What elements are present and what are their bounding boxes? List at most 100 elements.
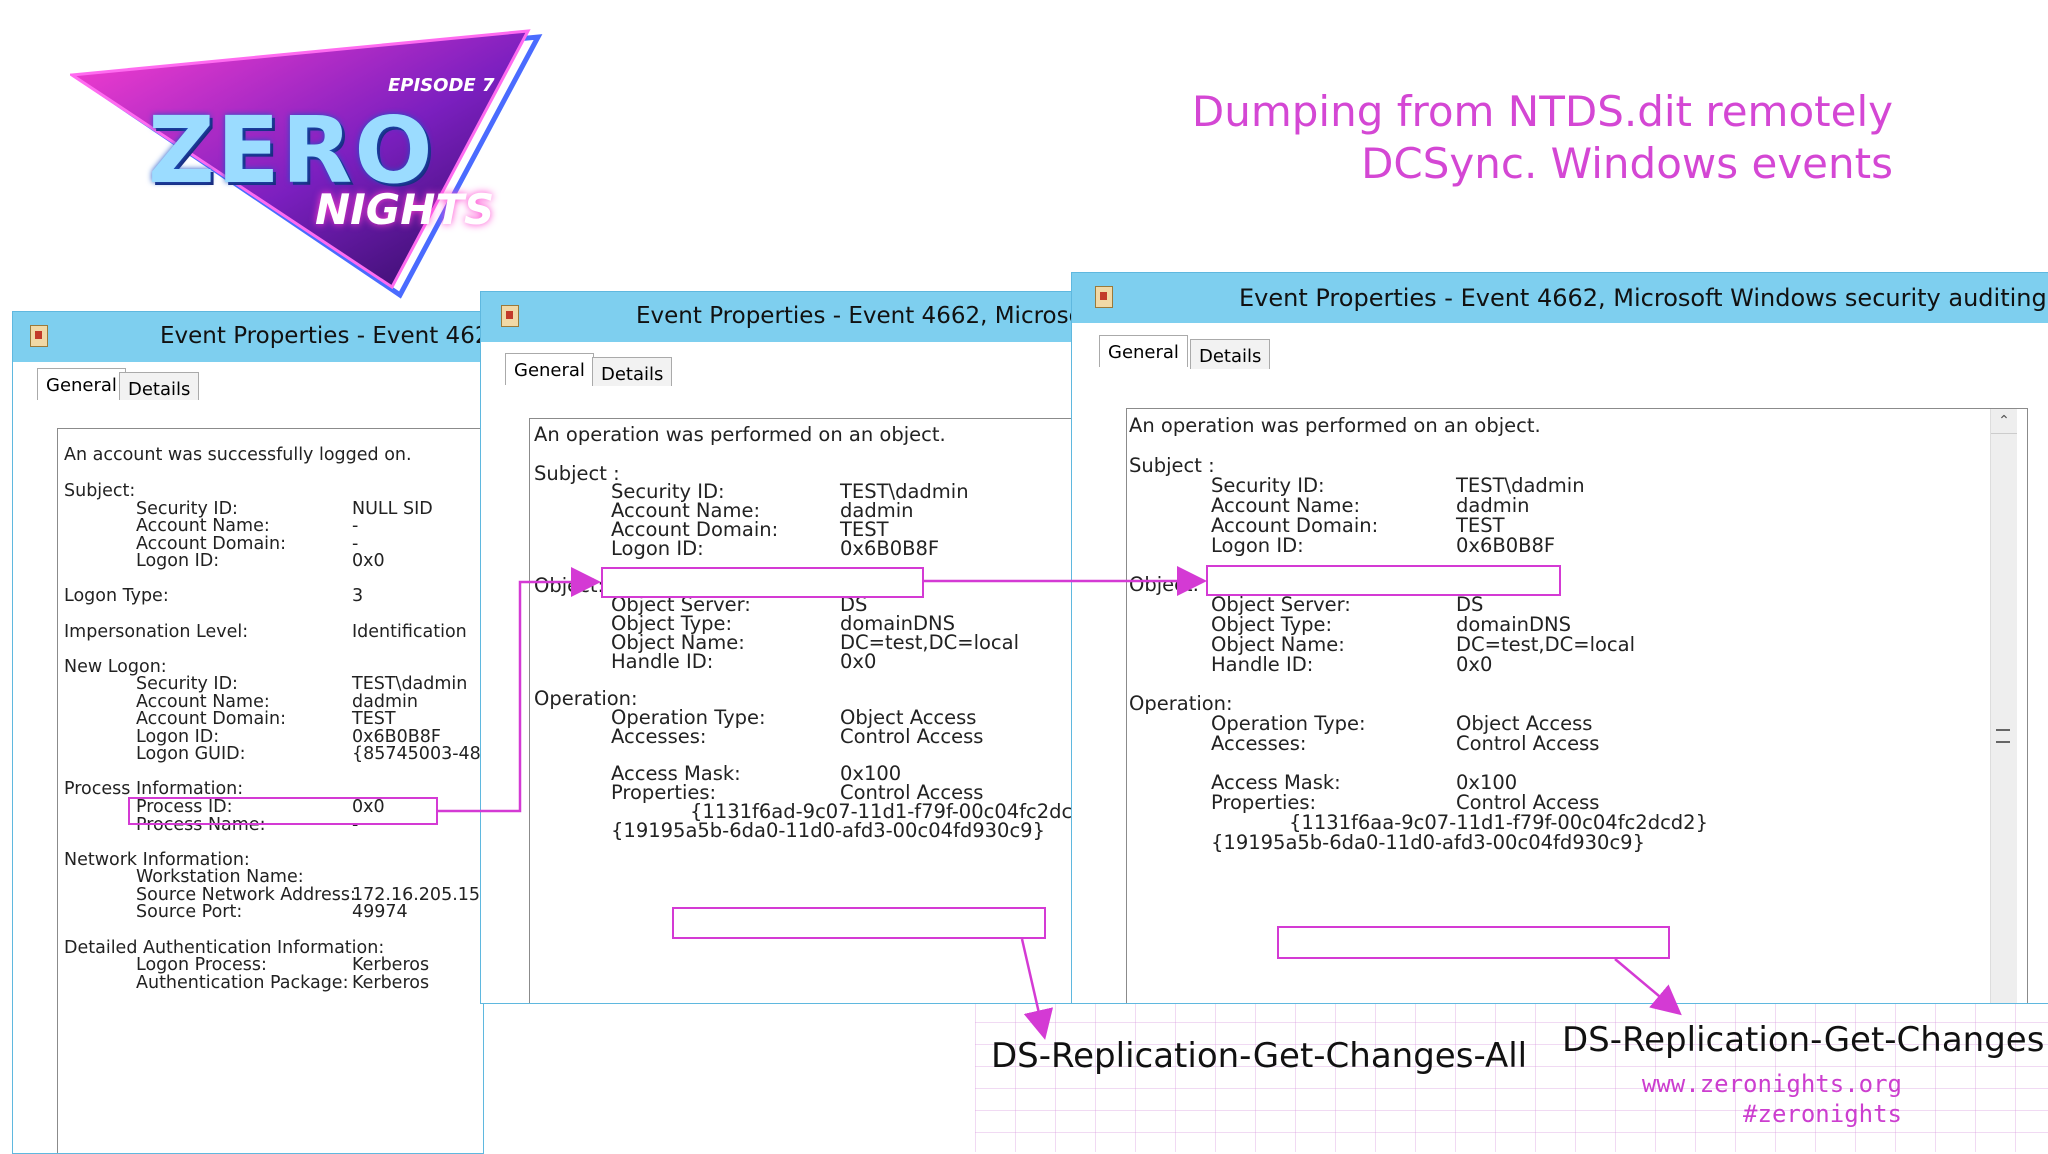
description-line: An operation was performed on an object. [1129, 414, 1541, 437]
field-value: NULL SID [352, 499, 433, 519]
field-value: 172.16.205.151 [352, 885, 484, 905]
field-value: dadmin [840, 499, 914, 522]
window-title: Event Properties - Event 4662, Microsoft… [1239, 284, 2048, 312]
field-value: 0x6B0B8F [352, 727, 441, 747]
window-titlebar[interactable]: Event Properties - Event 4624, M [13, 312, 483, 362]
field-label: Accesses: [611, 725, 707, 748]
section-operation: Operation: [1129, 692, 1233, 715]
tab-details[interactable]: Details [119, 372, 200, 400]
property-guid: {1131f6ad-9c07-11d1-f79f-00c04fc2dcd2} [690, 800, 1077, 823]
field-label: Logon ID: [136, 727, 220, 747]
highlight-guid-4662-a [672, 907, 1046, 939]
field-label: Access Mask: [1211, 771, 1341, 794]
section-subject: Subject : [1129, 454, 1215, 477]
field-value: Identification [352, 622, 467, 642]
field-label: Properties: [611, 781, 717, 804]
field-value: Kerberos [352, 955, 430, 975]
field-label: Operation Type: [611, 706, 766, 729]
field-value: TEST [1456, 514, 1505, 537]
field-label: Security ID: [1211, 474, 1325, 497]
field-value: dadmin [352, 692, 418, 712]
field-value: TEST [840, 518, 889, 541]
field-value: domainDNS [840, 612, 956, 635]
grid-background [975, 1000, 2048, 1152]
field-label: Impersonation Level: [64, 622, 249, 642]
logo-word-zero: ZERO [148, 97, 435, 204]
field-value: Control Access [840, 725, 984, 748]
field-label: Process ID: [136, 797, 233, 817]
highlight-guid-4662-b [1277, 926, 1670, 959]
tab-details[interactable]: Details [1190, 339, 1271, 369]
logo-word-nights: NIGHTS [315, 185, 495, 234]
field-label: Process Name: [136, 815, 266, 835]
section-process: Process Information: [64, 779, 244, 799]
field-value: Object Access [840, 706, 977, 729]
field-label: Logon ID: [1211, 534, 1304, 557]
field-value: dadmin [1456, 494, 1530, 517]
field-value: TEST\dadmin [352, 674, 468, 694]
field-value: DS [1456, 593, 1484, 616]
event-description-panel: An operation was performed on an object.… [529, 418, 1077, 1003]
scroll-up-arrow-icon[interactable]: ⌃ [1991, 409, 2017, 434]
field-value: - [352, 516, 359, 536]
field-label: Account Name: [136, 516, 270, 536]
logo-episode: EPISODE 7 [388, 75, 495, 96]
description-line: An operation was performed on an object. [534, 423, 946, 446]
field-value: 3 [352, 586, 364, 606]
field-value: TEST\dadmin [1456, 474, 1585, 497]
window-titlebar[interactable]: Event Properties - Event 4662, Microsoft… [481, 292, 1076, 342]
field-label: Security ID: [136, 674, 238, 694]
logo-triangle-graphic [67, 29, 543, 299]
section-object: Object: [1129, 573, 1200, 596]
field-value: DS [840, 593, 868, 616]
field-value: TEST\dadmin [840, 480, 969, 503]
field-label: Account Name: [611, 499, 761, 522]
slide-title-line1: Dumping from NTDS.dit remotely [1191, 87, 1893, 136]
field-label: Workstation Name: [136, 867, 304, 887]
field-label: Object Name: [1211, 633, 1345, 656]
field-value: domainDNS [1456, 613, 1572, 636]
event-description-panel: An operation was performed on an object.… [1126, 408, 2028, 1003]
field-label: Source Port: [136, 902, 243, 922]
property-guid: {1131f6aa-9c07-11d1-f79f-00c04fc2dcd2} [1289, 811, 1708, 834]
highlight-logon-id-4662-a [601, 567, 924, 598]
tab-general[interactable]: General [37, 368, 126, 400]
event-window-4662-a[interactable]: Event Properties - Event 4662, Microsoft… [480, 291, 1077, 1004]
event-icon [30, 325, 48, 347]
field-value: - [352, 534, 359, 554]
field-label: Account Domain: [1211, 514, 1379, 537]
field-label: Logon Type: [64, 586, 169, 606]
vertical-scrollbar[interactable]: ⌃ [1990, 409, 2017, 1003]
window-title: Event Properties - Event 4624, M [160, 323, 483, 349]
field-label: Properties: [1211, 791, 1317, 814]
field-value: 0x0 [840, 650, 877, 673]
field-label: Security ID: [136, 499, 238, 519]
field-value: 0x6B0B8F [840, 537, 940, 560]
field-value: 0x0 [352, 551, 385, 571]
field-label: Authentication Package: [136, 973, 349, 993]
section-object: Object: [534, 574, 605, 597]
field-value: DC=test,DC=local [840, 631, 1020, 654]
field-label: Account Name: [1211, 494, 1361, 517]
field-label: Handle ID: [1211, 653, 1314, 676]
field-value: - [352, 815, 359, 835]
footer-hashtag[interactable]: #zeronights [1743, 1100, 1902, 1128]
tab-details[interactable]: Details [592, 357, 673, 386]
scroll-grip-icon[interactable] [1996, 729, 2010, 743]
slide-title: Dumping from NTDS.dit remotely DCSync. W… [1192, 86, 1893, 190]
field-label: Accesses: [1211, 732, 1307, 755]
field-value: 0x100 [840, 762, 902, 785]
event-description-panel: An account was successfully logged on. S… [57, 428, 484, 1153]
field-value: TEST [352, 709, 396, 729]
field-label: Object Type: [611, 612, 733, 635]
footer-website[interactable]: www.zeronights.org [1641, 1070, 1902, 1098]
field-label: Logon GUID: [136, 744, 246, 764]
tab-general[interactable]: General [505, 353, 594, 385]
window-titlebar[interactable]: Event Properties - Event 4662, Microsoft… [1072, 273, 2048, 323]
zeronights-logo: EPISODE 7 ZERO NIGHTS [67, 25, 560, 310]
field-label: Logon Process: [136, 955, 267, 975]
event-window-4624[interactable]: Event Properties - Event 4624, M General… [12, 311, 484, 1154]
tab-general[interactable]: General [1099, 335, 1188, 367]
event-window-4662-b[interactable]: Event Properties - Event 4662, Microsoft… [1071, 272, 2048, 1004]
field-label: Account Domain: [136, 534, 287, 554]
